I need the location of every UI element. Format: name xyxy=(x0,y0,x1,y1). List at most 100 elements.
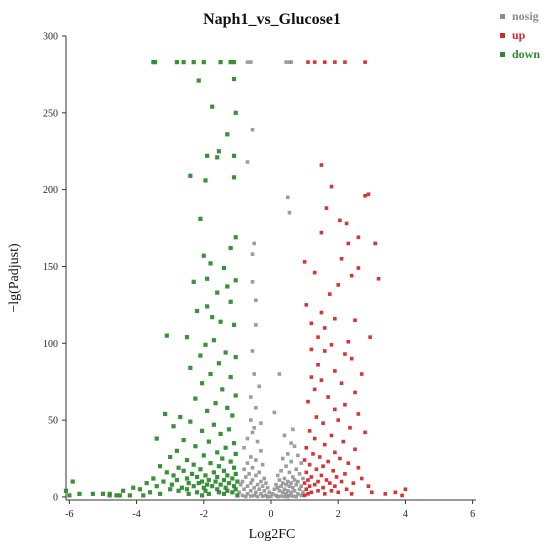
scatter-point-up xyxy=(306,492,310,496)
legend-label-up: up xyxy=(512,28,526,42)
scatter-point-nosig xyxy=(240,479,245,484)
scatter-point-up xyxy=(329,488,334,493)
scatter-point-down xyxy=(201,60,206,65)
scatter-point-nosig xyxy=(284,60,288,64)
scatter-point-down xyxy=(211,470,216,475)
scatter-point-up xyxy=(312,387,317,392)
scatter-point-down xyxy=(225,488,230,493)
scatter-point-down xyxy=(231,441,237,446)
scatter-point-nosig xyxy=(299,484,304,488)
scatter-point-up xyxy=(363,60,367,64)
scatter-point-down xyxy=(233,235,238,240)
scatter-point-down xyxy=(191,462,196,467)
scatter-point-down xyxy=(213,401,218,406)
scatter-point-down xyxy=(231,175,237,180)
scatter-point-nosig xyxy=(289,459,293,464)
scatter-point-down xyxy=(194,490,200,495)
scatter-point-down xyxy=(117,493,122,498)
scatter-point-down xyxy=(206,491,211,496)
scatter-point-down xyxy=(181,437,186,443)
scatter-point-up xyxy=(319,473,324,478)
scatter-point-down xyxy=(181,60,186,65)
scatter-point-down xyxy=(216,490,222,495)
scatter-point-down xyxy=(218,319,223,324)
scatter-point-nosig xyxy=(275,485,280,490)
scatter-point-nosig xyxy=(242,467,246,472)
scatter-point-up xyxy=(341,439,346,444)
legend-marker-down xyxy=(500,52,505,57)
scatter-point-nosig xyxy=(282,476,287,481)
scatter-point-nosig xyxy=(254,406,258,410)
scatter-point-up xyxy=(343,402,347,407)
scatter-point-down xyxy=(174,477,180,483)
scatter-point-nosig xyxy=(297,487,302,492)
legend: nosig up down xyxy=(500,9,540,61)
scatter-point-up xyxy=(306,478,310,482)
scatter-point-down xyxy=(233,471,238,476)
x-ticks: -6 -4 -2 0 2 4 6 xyxy=(65,500,475,520)
scatter-point-down xyxy=(225,473,230,478)
scatter-point-up xyxy=(338,456,342,461)
scatter-point-down xyxy=(198,467,203,472)
legend-label-down: down xyxy=(512,47,540,61)
y-tick-label: 300 xyxy=(43,32,58,43)
scatter-point-down xyxy=(203,488,208,493)
scatter-point-down xyxy=(63,488,69,493)
scatter-point-up xyxy=(309,375,314,379)
scatter-point-nosig xyxy=(259,421,263,425)
scatter-point-down xyxy=(210,484,215,489)
scatter-point-down xyxy=(164,470,169,475)
y-tick-label: 200 xyxy=(43,185,58,196)
scatter-point-down xyxy=(208,261,213,266)
scatter-point-nosig xyxy=(254,473,258,478)
scatter-point-up xyxy=(302,493,307,498)
scatter-point-up xyxy=(346,339,351,344)
scatter-point-up xyxy=(314,467,319,472)
scatter-point-down xyxy=(205,482,210,487)
scatter-point-down xyxy=(193,396,198,401)
scatter-point-down xyxy=(144,480,149,486)
scatter-point-down xyxy=(221,265,227,271)
scatter-point-nosig xyxy=(279,484,283,488)
scatter-point-nosig xyxy=(286,488,290,493)
scatter-point-down xyxy=(228,299,233,304)
scatter-point-up xyxy=(317,455,322,459)
scatter-point-down xyxy=(233,278,238,283)
scatter-point-down xyxy=(201,453,206,458)
scatter-point-up xyxy=(307,429,312,433)
scatter-point-up xyxy=(368,335,372,339)
scatter-point-nosig xyxy=(242,445,246,450)
scatter-point-nosig xyxy=(299,461,304,465)
scatter-point-nosig xyxy=(272,487,277,492)
scatter-point-up xyxy=(322,492,327,496)
scatter-point-nosig xyxy=(259,479,263,484)
x-tick-label: 4 xyxy=(403,509,408,520)
scatter-point-nosig xyxy=(254,323,258,327)
scatter-point-down xyxy=(189,471,195,476)
scatter-point-down xyxy=(100,491,106,496)
scatter-point-down xyxy=(221,491,227,496)
scatter-point-up xyxy=(302,260,307,264)
scatter-point-down xyxy=(176,465,181,470)
x-axis-label: Log2FC xyxy=(249,527,296,542)
scatter-point-nosig xyxy=(259,492,263,496)
scatter-point-up xyxy=(304,303,309,307)
scatter-point-down xyxy=(176,488,181,493)
legend-marker-up xyxy=(500,33,505,38)
scatter-point-up xyxy=(312,436,317,441)
scatter-point-down xyxy=(203,342,208,347)
scatter-point-down xyxy=(230,413,235,418)
scatter-point-up xyxy=(344,487,349,492)
scatter-point-up xyxy=(304,487,309,492)
scatter-point-nosig xyxy=(280,481,285,485)
scatter-point-nosig xyxy=(284,482,288,487)
scatter-point-down xyxy=(188,365,193,370)
scatter-point-up xyxy=(302,458,307,462)
scatter-point-up xyxy=(321,485,325,490)
scatter-point-nosig xyxy=(240,493,245,498)
scatter-point-nosig xyxy=(259,449,263,453)
y-axis-label: −lg(Padjust) xyxy=(7,243,22,313)
scatter-point-down xyxy=(168,487,173,492)
scatter-point-nosig xyxy=(260,462,265,467)
scatter-point-down xyxy=(215,155,220,160)
